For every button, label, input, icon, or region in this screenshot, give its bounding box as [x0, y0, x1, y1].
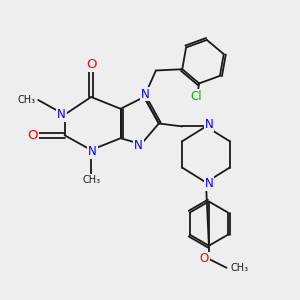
Text: CH₃: CH₃ [82, 175, 100, 185]
Text: O: O [86, 58, 96, 71]
Text: N: N [134, 139, 142, 152]
Text: N: N [205, 177, 213, 190]
Text: CH₃: CH₃ [231, 263, 249, 273]
Text: O: O [27, 129, 38, 142]
Text: N: N [57, 108, 66, 121]
Text: Cl: Cl [191, 90, 203, 103]
Text: N: N [88, 145, 97, 158]
Text: N: N [205, 118, 213, 131]
Text: N: N [141, 88, 150, 100]
Text: O: O [200, 252, 209, 266]
Text: CH₃: CH₃ [17, 95, 35, 105]
